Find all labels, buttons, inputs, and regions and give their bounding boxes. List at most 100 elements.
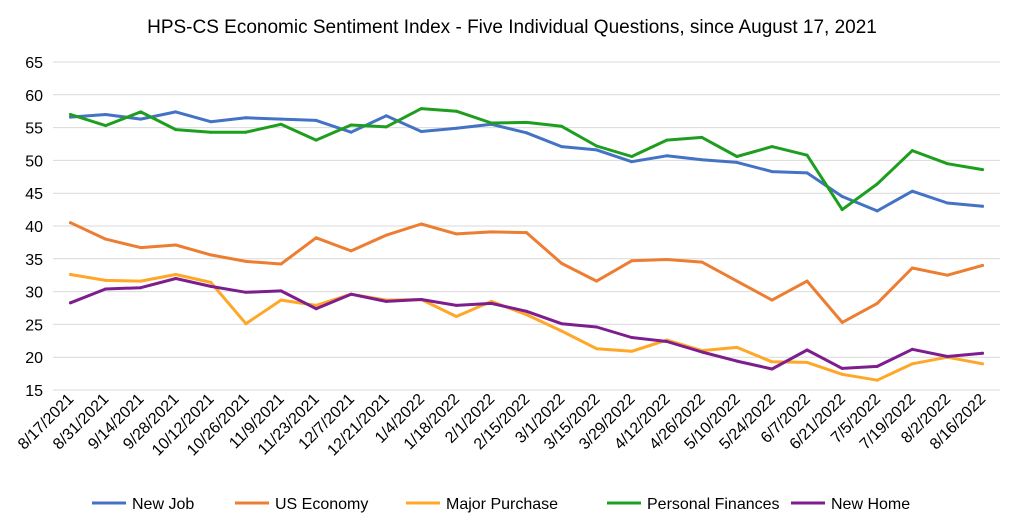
- data-point: [419, 222, 423, 226]
- legend-item: US Economy: [235, 496, 368, 513]
- legend-label: US Economy: [275, 496, 368, 513]
- data-point: [174, 128, 178, 132]
- data-point: [910, 362, 914, 366]
- data-point: [104, 278, 108, 282]
- data-point: [279, 289, 283, 293]
- data-point: [560, 261, 564, 265]
- data-point: [69, 221, 72, 225]
- data-point: [805, 279, 809, 283]
- data-point: [805, 360, 809, 364]
- data-point: [104, 287, 108, 291]
- data-point: [595, 325, 599, 329]
- gridlines: [53, 61, 1000, 391]
- data-point: [735, 279, 739, 283]
- data-point: [945, 162, 949, 166]
- data-point: [770, 360, 774, 364]
- data-point: [981, 351, 984, 355]
- data-point: [279, 117, 283, 121]
- data-point: [560, 329, 564, 333]
- legend-label: Major Purchase: [446, 496, 558, 513]
- data-point: [945, 273, 949, 277]
- data-point: [665, 154, 669, 158]
- data-point: [454, 303, 458, 307]
- data-point: [595, 347, 599, 351]
- data-point: [314, 303, 318, 307]
- data-point: [174, 110, 178, 114]
- data-point: [875, 301, 879, 305]
- data-point: [735, 155, 739, 158]
- data-point: [244, 130, 248, 134]
- legend-item: Personal Finances: [607, 496, 780, 513]
- series-lines: [69, 107, 984, 382]
- data-point: [69, 113, 72, 116]
- legend-item: New Job: [92, 496, 194, 513]
- data-point: [279, 122, 283, 126]
- data-point: [349, 249, 353, 253]
- data-point: [840, 195, 844, 198]
- data-point: [349, 123, 353, 127]
- data-point: [595, 279, 599, 283]
- data-point: [700, 135, 704, 139]
- data-point: [209, 120, 213, 124]
- data-point: [69, 115, 72, 119]
- data-point: [665, 258, 669, 261]
- data-point: [770, 145, 774, 149]
- data-point: [139, 246, 143, 250]
- data-point: [560, 145, 564, 149]
- data-point: [840, 208, 844, 212]
- data-point: [981, 362, 984, 366]
- y-tick-label: 55: [25, 121, 43, 138]
- data-point: [349, 130, 353, 134]
- data-point: [665, 138, 669, 142]
- data-point: [910, 266, 914, 270]
- data-point: [700, 260, 704, 264]
- data-point: [700, 350, 704, 354]
- data-point: [630, 155, 634, 158]
- y-tick-label: 35: [25, 252, 43, 269]
- data-point: [910, 347, 914, 351]
- data-point: [279, 262, 283, 266]
- y-tick-label: 60: [25, 88, 43, 105]
- data-point: [525, 120, 528, 124]
- data-point: [700, 158, 704, 162]
- data-point: [630, 349, 634, 353]
- y-tick-label: 20: [25, 350, 43, 367]
- data-point: [770, 298, 774, 302]
- series-line-new-job: [69, 110, 984, 213]
- data-point: [945, 201, 949, 205]
- data-point: [279, 298, 283, 302]
- legend-label: Personal Finances: [647, 496, 780, 513]
- data-point: [945, 355, 949, 358]
- data-point: [875, 182, 879, 186]
- data-point: [419, 298, 423, 301]
- data-point: [525, 231, 528, 235]
- data-point: [770, 367, 774, 371]
- data-point: [560, 124, 564, 128]
- data-point: [805, 348, 809, 352]
- data-point: [875, 209, 879, 213]
- data-point: [454, 126, 458, 130]
- data-point: [419, 107, 423, 111]
- data-point: [981, 204, 984, 208]
- data-point: [314, 307, 318, 311]
- data-point: [489, 301, 493, 305]
- data-point: [454, 109, 458, 113]
- series-line-us-economy: [69, 221, 984, 324]
- data-point: [244, 290, 248, 294]
- data-point: [630, 160, 634, 164]
- data-point: [384, 114, 388, 118]
- data-point: [525, 313, 528, 317]
- data-point: [244, 322, 248, 326]
- y-axis-ticks: 15 20 25 30 35 40 45 50 55 60 65: [25, 55, 43, 400]
- y-tick-label: 25: [25, 317, 43, 334]
- data-point: [525, 131, 528, 135]
- data-point: [174, 273, 178, 276]
- legend-item: Major Purchase: [406, 496, 558, 513]
- x-axis-ticks: 8/17/20218/31/20219/14/20219/28/202110/1…: [15, 391, 989, 460]
- data-point: [489, 230, 493, 234]
- y-tick-label: 65: [25, 55, 43, 72]
- data-point: [244, 116, 248, 120]
- data-point: [209, 284, 213, 288]
- data-point: [209, 130, 213, 134]
